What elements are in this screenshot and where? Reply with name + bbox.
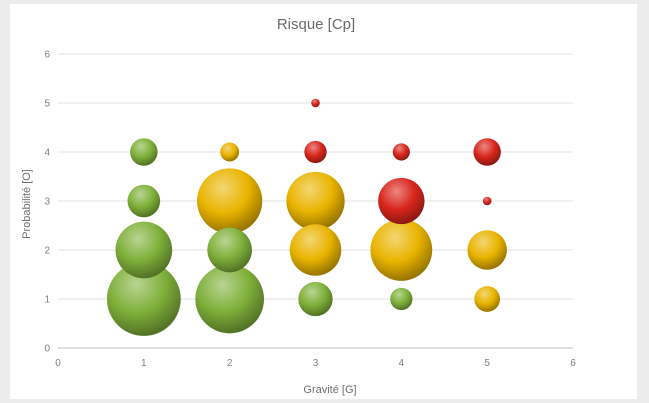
bubble-3-3	[286, 171, 345, 231]
bubble-5-1	[474, 286, 501, 312]
bubble-3-4	[304, 140, 327, 164]
y-tick-label: 5	[44, 99, 50, 110]
bubbles	[106, 98, 507, 336]
tick-labels: 0 1 2 3 4 5 6 0 1 2 3 4 5 6	[44, 50, 576, 370]
x-tick-label: 6	[570, 358, 576, 369]
bubble-3-1	[298, 281, 333, 317]
x-axis-title: Gravité [G]	[303, 384, 356, 396]
bubble-3-2	[289, 224, 342, 276]
x-tick-label: 3	[313, 358, 319, 369]
chart-card: Risque [Cp] 0 1 2 3 4 5 6 0 1 2 3 4 5 6 Gravité [G] P…	[10, 4, 637, 399]
bubble-chart: Risque [Cp] 0 1 2 3 4 5 6 0 1 2 3 4 5 6 Gravité [G] P…	[21, 16, 576, 396]
x-tick-label: 5	[484, 358, 490, 369]
bubble-2-1	[195, 264, 264, 334]
x-tick-label: 1	[141, 358, 147, 369]
bubble-4-2	[370, 219, 433, 281]
x-tick-label: 0	[55, 358, 61, 369]
bubble-4-3	[378, 177, 425, 225]
y-tick-label: 4	[44, 148, 50, 159]
bubble-1-1	[106, 262, 181, 336]
bubble-1-2	[115, 221, 173, 279]
bubble-4-1	[390, 287, 413, 311]
bubble-2-3	[197, 168, 263, 234]
bubble-3-5	[311, 98, 320, 108]
chart-title: Risque [Cp]	[277, 16, 355, 33]
x-tick-label: 4	[399, 358, 405, 369]
y-tick-label: 1	[44, 295, 50, 306]
bubble-4-4	[392, 143, 410, 161]
bubble-2-2	[207, 227, 252, 273]
bubble-1-4	[130, 138, 158, 166]
bubble-2-4	[220, 142, 240, 162]
bubble-5-4	[473, 138, 501, 166]
y-tick-label: 6	[44, 50, 50, 61]
x-tick-label: 2	[227, 358, 233, 369]
y-tick-label: 0	[44, 344, 50, 355]
bubble-1-3	[127, 184, 161, 218]
y-axis-title: Probabilité [O]	[21, 169, 33, 239]
y-tick-label: 3	[44, 197, 50, 208]
bubble-5-3	[482, 196, 492, 206]
y-tick-label: 2	[44, 246, 50, 257]
bubble-5-2	[467, 230, 507, 270]
